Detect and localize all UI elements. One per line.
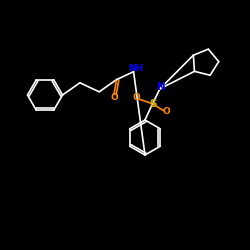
Text: O: O (110, 93, 118, 102)
Text: NH: NH (128, 64, 143, 73)
Text: O: O (163, 108, 170, 116)
Text: N: N (157, 82, 166, 92)
Text: O: O (132, 94, 140, 102)
Text: S: S (149, 99, 156, 109)
